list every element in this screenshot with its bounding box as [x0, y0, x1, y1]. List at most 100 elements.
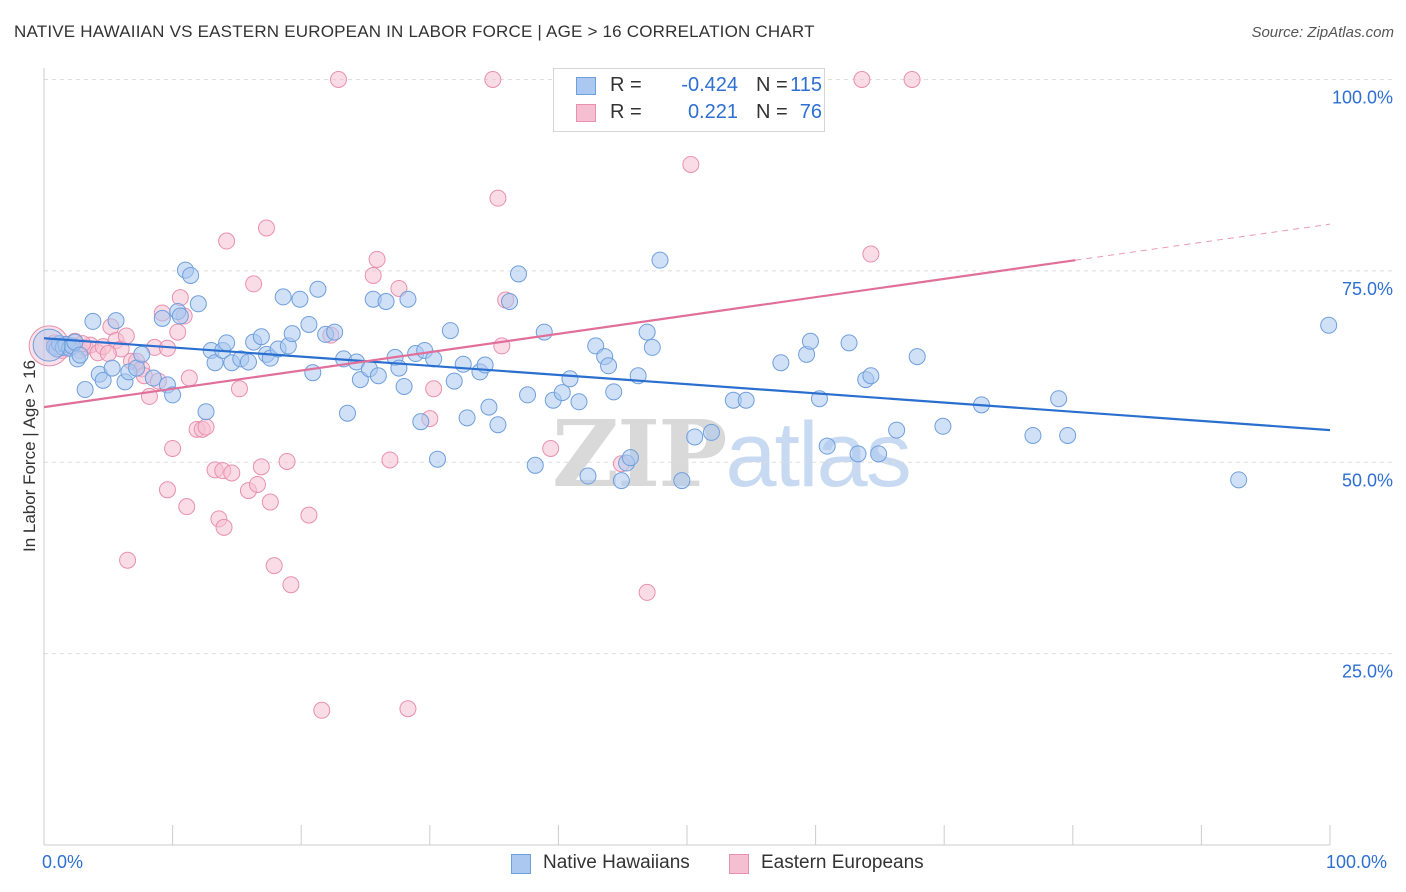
native-hawaiians-point [600, 357, 618, 375]
eastern-europeans-point [542, 439, 560, 457]
n-label: N = [756, 74, 788, 96]
native-hawaiians-point [870, 445, 888, 463]
pink-swatch [729, 854, 749, 874]
eastern-europeans-point [171, 289, 189, 307]
r-label: R = [610, 101, 642, 123]
native-hawaiians-point [458, 409, 476, 427]
eastern-europeans-point [368, 250, 386, 268]
native-hawaiians-point [526, 456, 544, 474]
eastern-europeans-point [853, 71, 871, 88]
correlation-legend: R = -0.424 N = 115 R = 0.221 N = 76 [553, 68, 825, 132]
native-hawaiians-point [197, 403, 215, 421]
native-hawaiians-point [218, 334, 236, 352]
native-hawaiians-point [338, 404, 356, 422]
native-hawaiians-point [153, 309, 171, 327]
eastern-europeans-point [862, 245, 880, 263]
native-hawaiians-point [84, 312, 102, 330]
n-label: N = [756, 101, 788, 123]
native-hawaiians-point [519, 386, 537, 404]
native-hawaiians-point [772, 354, 790, 372]
y-axis-label: In Labor Force | Age > 16 [20, 359, 39, 553]
native-hawaiians-point [1050, 390, 1068, 408]
native-hawaiians-point [1024, 426, 1042, 444]
eastern-europeans-trend-line [43, 259, 1076, 409]
eastern-europeans-point [484, 71, 502, 88]
n-value: 115 [790, 74, 822, 96]
native-hawaiians-point [510, 265, 528, 283]
y-tick-label: 25.0% [1342, 662, 1393, 682]
n-value: 76 [799, 101, 822, 123]
eastern-europeans-point [117, 327, 135, 345]
native-hawaiians-point [480, 398, 498, 416]
native-hawaiians-point [144, 369, 162, 387]
native-hawaiians-cluster [32, 328, 66, 362]
native-hawaiians-points [32, 251, 1338, 490]
native-hawaiians-point [103, 359, 121, 377]
eastern-europeans-point [329, 71, 347, 88]
eastern-europeans-point [364, 266, 382, 284]
eastern-europeans-point [245, 275, 263, 293]
native-hawaiians-trend-line [43, 337, 1331, 432]
native-hawaiians-point [445, 372, 463, 390]
eastern-europeans-point [682, 155, 700, 173]
native-hawaiians-point [651, 251, 669, 269]
native-hawaiians-point [395, 377, 413, 395]
native-hawaiians-point [71, 346, 89, 364]
x-tick-label-min: 0.0% [42, 852, 84, 872]
native-hawaiians-point [934, 417, 952, 435]
native-hawaiians-point [1320, 316, 1338, 334]
native-hawaiians-point [399, 290, 417, 308]
eastern-europeans-point [399, 700, 417, 718]
y-tick-labels: 25.0% 50.0% 75.0% 100.0% [1332, 88, 1393, 682]
native-hawaiians-point [501, 292, 519, 310]
eastern-europeans-point [215, 518, 233, 536]
pink-swatch [576, 104, 596, 122]
eastern-europeans-point [903, 71, 921, 88]
r-value: -0.424 [681, 74, 738, 96]
x-tick-label-max: 100.0% [1326, 852, 1388, 872]
native-hawaiians-point [326, 323, 344, 341]
native-hawaiians-point [638, 323, 656, 341]
native-hawaiians-point [489, 416, 507, 434]
native-hawaiians-point [164, 386, 182, 404]
eastern-europeans-point [248, 475, 266, 493]
native-hawaiians-point [454, 355, 472, 373]
y-tick-label: 75.0% [1342, 279, 1393, 299]
native-hawaiians-point [862, 367, 880, 385]
native-hawaiians-point [1230, 471, 1248, 489]
native-hawaiians-point [171, 307, 189, 325]
trend-lines [43, 223, 1331, 432]
eastern-europeans-point [230, 380, 248, 398]
eastern-europeans-point [282, 576, 300, 594]
eastern-europeans-point [158, 481, 176, 499]
native-hawaiians-point [369, 367, 387, 385]
eastern-europeans-point [178, 498, 196, 516]
native-hawaiians-point [107, 312, 125, 330]
y-tick-label: 50.0% [1342, 470, 1393, 490]
native-hawaiians-point [239, 353, 257, 371]
eastern-europeans-point [265, 557, 283, 575]
native-hawaiians-point [561, 370, 579, 388]
native-hawaiians-point [300, 315, 318, 333]
native-hawaiians-point [206, 354, 224, 372]
native-hawaiians-point [686, 428, 704, 446]
eastern-europeans-points [28, 71, 921, 719]
native-hawaiians-point [621, 449, 639, 467]
native-hawaiians-point [801, 332, 819, 350]
eastern-europeans-point [313, 701, 331, 719]
native-hawaiians-point [840, 334, 858, 352]
native-hawaiians-point [189, 295, 207, 313]
eastern-europeans-point [381, 451, 399, 469]
eastern-europeans-point [278, 452, 296, 470]
native-hawaiians-point [818, 437, 836, 455]
native-hawaiians-point [76, 381, 94, 399]
eastern-europeans-point [119, 551, 137, 569]
eastern-europeans-point [638, 583, 656, 601]
native-hawaiians-point [605, 383, 623, 401]
source-credit: Source: ZipAtlas.com [1251, 24, 1394, 41]
series-name: Native Hawaiians [543, 852, 690, 873]
eastern-europeans-point [164, 439, 182, 457]
eastern-europeans-point [180, 369, 198, 387]
native-hawaiians-point [182, 266, 200, 284]
